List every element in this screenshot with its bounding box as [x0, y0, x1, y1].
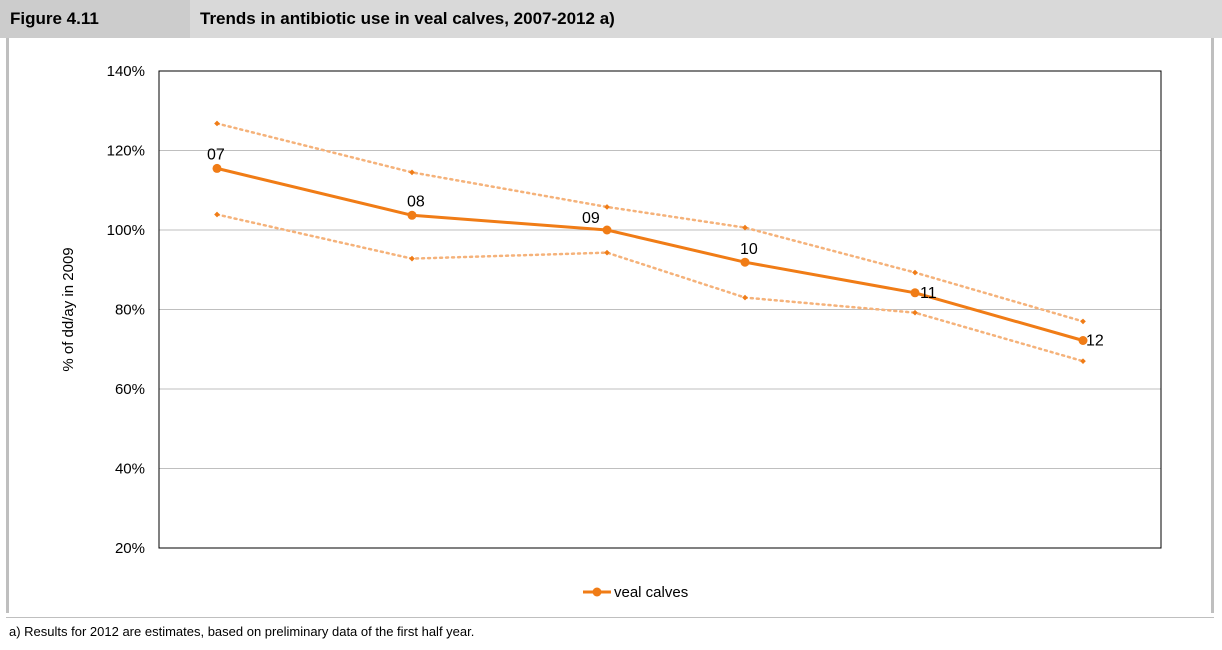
bound-point-upper	[1080, 318, 1086, 325]
data-point	[910, 288, 920, 298]
right-border	[1211, 38, 1214, 613]
figure-header: Figure 4.11 Trends in antibiotic use in …	[0, 0, 1222, 38]
gridlines	[159, 150, 1161, 469]
legend-marker	[592, 587, 602, 597]
data-point	[740, 257, 750, 267]
confidence-bounds	[214, 120, 1086, 365]
bound-line-upper	[215, 122, 1085, 323]
y-tick-label: 120%	[107, 143, 145, 160]
bound-point-upper	[604, 204, 610, 210]
data-label: 12	[1086, 333, 1104, 350]
bound-point-upper	[742, 224, 748, 231]
y-axis-label: % of dd/ay in 2009	[60, 247, 77, 371]
data-point	[1078, 336, 1088, 346]
data-label: 09	[582, 210, 600, 227]
data-point	[212, 163, 222, 173]
y-axis-ticks: 20% 40% 60% 80% 100% 120% 140%	[107, 63, 145, 557]
bound-point-upper	[214, 120, 220, 127]
bound-point-lower	[604, 249, 610, 256]
legend-label: veal calves	[614, 584, 688, 601]
data-label: 07	[207, 146, 225, 163]
series-line	[216, 166, 1084, 342]
bound-point-lower	[742, 294, 748, 301]
y-tick-label: 40%	[115, 461, 145, 478]
y-tick-label: 60%	[115, 381, 145, 398]
bound-point-upper	[409, 169, 415, 176]
plot-area	[158, 70, 1162, 549]
figure-number: Figure 4.11	[0, 0, 190, 38]
data-label: 11	[920, 285, 937, 302]
bound-point-lower	[912, 309, 918, 316]
legend: veal calves	[583, 584, 688, 601]
footnote: a) Results for 2012 are estimates, based…	[9, 624, 475, 639]
y-tick-label: 80%	[115, 302, 145, 319]
data-point	[602, 225, 612, 235]
y-tick-label: 140%	[107, 63, 145, 80]
left-border	[6, 38, 9, 613]
data-label: 08	[407, 193, 425, 210]
footnote-divider	[6, 617, 1214, 618]
series-veal-calves: 07 08 09 10 11 12	[207, 146, 1104, 349]
data-point	[407, 210, 417, 220]
y-tick-label: 20%	[115, 540, 145, 557]
y-tick-label: 100%	[107, 222, 145, 239]
bound-point-lower	[409, 255, 415, 262]
bound-line-lower	[215, 213, 1085, 363]
bound-point-lower	[214, 211, 220, 218]
bound-point-upper	[912, 269, 918, 276]
data-label: 10	[740, 241, 758, 258]
figure-title: Trends in antibiotic use in veal calves,…	[190, 0, 1222, 38]
bound-point-lower	[1080, 358, 1086, 365]
